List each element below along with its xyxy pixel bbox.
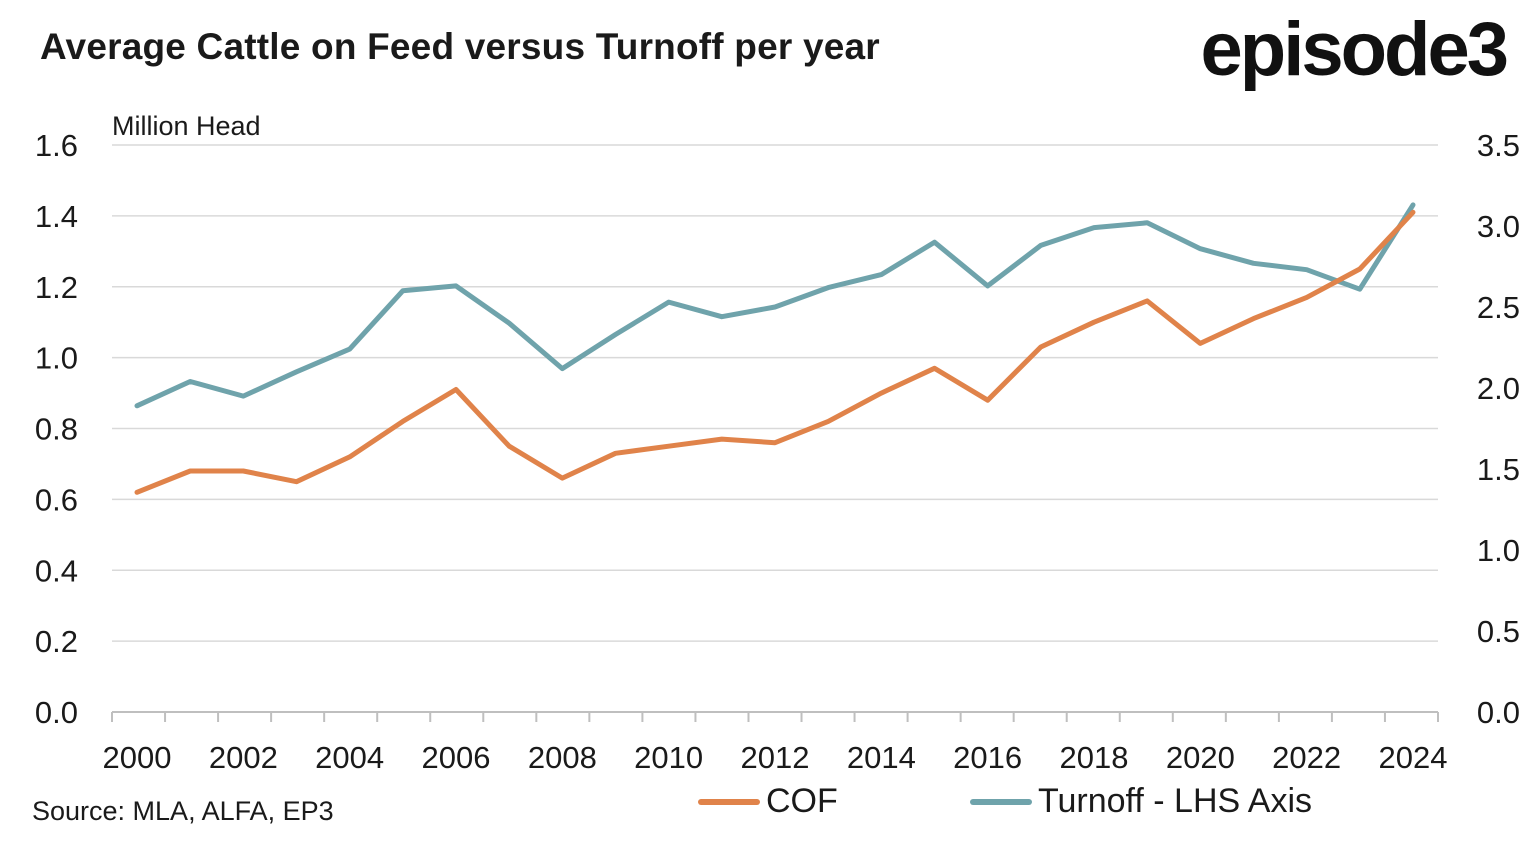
x-tick-label: 2000 <box>103 740 172 775</box>
x-tick-label: 2022 <box>1272 740 1341 775</box>
x-tick-label: 2004 <box>315 740 384 775</box>
right-tick-label: 3.0 <box>1477 209 1520 244</box>
right-tick-label: 0.0 <box>1477 695 1520 730</box>
legend-label-cof: COF <box>766 782 838 820</box>
right-tick-label: 1.5 <box>1477 452 1520 487</box>
left-tick-label: 1.6 <box>35 128 78 163</box>
right-tick-label: 0.5 <box>1477 614 1520 649</box>
left-tick-label: 1.0 <box>35 341 78 376</box>
x-tick-label: 2002 <box>209 740 278 775</box>
x-tick-label: 2014 <box>847 740 916 775</box>
left-y-axis: 0.0 0.2 0.4 0.6 0.8 1.0 1.2 1.4 1.6 <box>35 128 78 730</box>
unit-label: Million Head <box>112 111 261 141</box>
right-y-axis: 0.0 0.5 1.0 1.5 2.0 2.5 3.0 3.5 <box>1477 128 1520 730</box>
x-tick-label: 2024 <box>1379 740 1448 775</box>
legend-label-turnoff: Turnoff - LHS Axis <box>1038 782 1312 820</box>
x-tick-label: 2016 <box>953 740 1022 775</box>
chart-title: Average Cattle on Feed versus Turnoff pe… <box>40 26 880 67</box>
x-axis: 2000 2002 2004 2006 2008 2010 2012 2014 2016 2018… <box>103 711 1448 775</box>
legend-item-turnoff: Turnoff - LHS Axis <box>970 782 1312 821</box>
series-line-cof <box>134 209 1416 495</box>
x-tick-label: 2010 <box>634 740 703 775</box>
legend-swatch-turnoff <box>970 798 1032 805</box>
right-tick-label: 2.5 <box>1477 290 1520 325</box>
left-tick-label: 0.0 <box>35 695 78 730</box>
legend-item-cof: COF <box>698 782 838 821</box>
right-tick-label: 2.0 <box>1477 371 1520 406</box>
left-tick-label: 0.8 <box>35 412 78 447</box>
left-tick-label: 1.4 <box>35 199 78 234</box>
left-tick-label: 0.4 <box>35 553 78 588</box>
gridlines <box>112 144 1438 642</box>
right-tick-label: 1.0 <box>1477 533 1520 568</box>
left-tick-label: 0.6 <box>35 482 78 517</box>
series-line-turnoff <box>134 202 1416 409</box>
x-tick-label: 2018 <box>1060 740 1129 775</box>
series-lines <box>134 202 1416 495</box>
legend-swatch-cof <box>698 798 760 805</box>
left-tick-label: 1.2 <box>35 270 78 305</box>
left-tick-label: 0.2 <box>35 624 78 659</box>
x-tick-label: 2020 <box>1166 740 1235 775</box>
x-tick-label: 2012 <box>741 740 810 775</box>
right-tick-label: 3.5 <box>1477 128 1520 163</box>
x-tick-label: 2008 <box>528 740 597 775</box>
episode3-logo: episode3 <box>1200 7 1509 92</box>
x-tick-label: 2006 <box>422 740 491 775</box>
source-note: Source: MLA, ALFA, EP3 <box>32 796 334 826</box>
